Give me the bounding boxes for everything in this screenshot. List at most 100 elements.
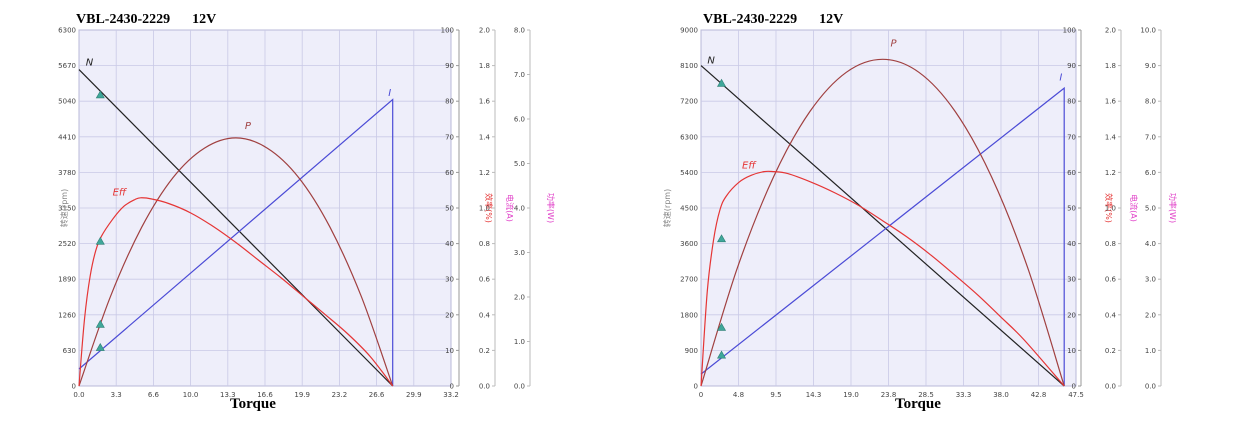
power-axis-title: 功率(W) bbox=[546, 193, 556, 223]
speed-tick-label: 8100 bbox=[680, 62, 698, 70]
current-tick-label: 1.8 bbox=[1105, 62, 1116, 70]
speed-tick-label: 4410 bbox=[58, 133, 76, 141]
speed-tick-label: 2520 bbox=[58, 240, 76, 248]
speed-axis-title: 转速(rpm) bbox=[662, 189, 672, 227]
current-tick-label: 1.4 bbox=[479, 133, 491, 141]
speed-tick-label: 1800 bbox=[680, 311, 698, 319]
curve-label-p: P bbox=[890, 39, 897, 50]
efficiency-tick-label: 100 bbox=[1063, 27, 1076, 35]
power-tick-label: 7.0 bbox=[1145, 133, 1156, 141]
current-tick-label: 0.4 bbox=[1105, 311, 1117, 319]
x-tick-label: 33.3 bbox=[956, 391, 972, 399]
x-tick-label: 13.3 bbox=[220, 391, 236, 399]
x-tick-label: 19.9 bbox=[294, 391, 310, 399]
series-line-n bbox=[78, 69, 394, 387]
x-tick-label: 33.2 bbox=[443, 391, 459, 399]
efficiency-tick-label: 10 bbox=[1067, 347, 1076, 355]
current-tick-label: 1.2 bbox=[479, 169, 490, 177]
power-tick-label: 4.0 bbox=[1145, 240, 1156, 248]
curve-label-i: I bbox=[388, 88, 391, 99]
data-marker bbox=[95, 319, 105, 328]
power-tick-label: 0.0 bbox=[1145, 383, 1156, 391]
speed-tick-label: 7200 bbox=[680, 98, 698, 106]
x-tick-label: 14.3 bbox=[806, 391, 822, 399]
speed-tick-label: 900 bbox=[685, 347, 698, 355]
speed-tick-label: 5040 bbox=[58, 98, 76, 106]
efficiency-tick-label: 60 bbox=[445, 169, 454, 177]
x-tick-label: 23.8 bbox=[881, 391, 897, 399]
current-tick-label: 1.2 bbox=[1105, 169, 1116, 177]
efficiency-tick-label: 70 bbox=[445, 133, 454, 141]
x-tick-label: 4.8 bbox=[733, 391, 744, 399]
power-tick-label: 9.0 bbox=[1145, 62, 1156, 70]
x-axis-label: Torque bbox=[895, 396, 941, 412]
efficiency-tick-label: 40 bbox=[445, 240, 454, 248]
series-line-eff bbox=[700, 170, 1065, 387]
power-tick-label: 2.0 bbox=[1145, 311, 1156, 319]
x-tick-label: 0 bbox=[699, 391, 703, 399]
current-tick-label: 1.6 bbox=[1105, 98, 1117, 106]
power-tick-label: 2.0 bbox=[514, 294, 525, 302]
efficiency-tick-label: 60 bbox=[1067, 169, 1076, 177]
x-tick-label: 0.0 bbox=[73, 391, 84, 399]
speed-tick-label: 2700 bbox=[680, 276, 698, 284]
current-tick-label: 1.0 bbox=[479, 205, 490, 213]
speed-axis-title: 转速(rpm) bbox=[59, 189, 69, 227]
speed-tick-label: 5400 bbox=[680, 169, 698, 177]
speed-tick-label: 6300 bbox=[58, 27, 76, 35]
chart-panel-left: 0.0 3.3 6.6 10.0 13.3 16.6 19.9 23.2 26.6 29.9 33.… bbox=[0, 0, 600, 436]
current-tick-label: 0.6 bbox=[479, 276, 491, 284]
power-tick-label: 6.0 bbox=[1145, 169, 1156, 177]
speed-tick-label: 4500 bbox=[680, 205, 698, 213]
efficiency-axis-title: 效率(%) bbox=[1104, 193, 1114, 223]
chart-title: VBL-2430-2229 12V bbox=[703, 12, 843, 28]
speed-tick-label: 0 bbox=[694, 383, 698, 391]
series-line-p bbox=[700, 58, 1065, 387]
data-marker bbox=[717, 234, 727, 243]
chart-right: 0 4.8 9.5 14.3 19.0 23.8 28.5 33.3 38.0 42.8 47.50… bbox=[662, 27, 1178, 400]
x-tick-label: 10.0 bbox=[183, 391, 199, 399]
efficiency-tick-label: 80 bbox=[445, 98, 454, 106]
chart-left: 0.0 3.3 6.6 10.0 13.3 16.6 19.9 23.2 26.6 29.9 33.… bbox=[58, 27, 556, 400]
series-line-n bbox=[700, 65, 1065, 387]
speed-tick-label: 5670 bbox=[58, 62, 76, 70]
current-tick-label: 0.0 bbox=[1105, 383, 1116, 391]
chart-title: VBL-2430-2229 12V bbox=[76, 12, 216, 28]
curve-label-p: P bbox=[245, 121, 252, 132]
speed-tick-label: 3780 bbox=[58, 169, 76, 177]
efficiency-tick-label: 50 bbox=[445, 205, 454, 213]
x-tick-label: 3.3 bbox=[111, 391, 122, 399]
efficiency-tick-label: 50 bbox=[1067, 205, 1076, 213]
speed-tick-label: 630 bbox=[63, 347, 76, 355]
x-tick-label: 42.8 bbox=[1031, 391, 1047, 399]
efficiency-tick-label: 0 bbox=[450, 383, 454, 391]
data-marker bbox=[717, 322, 727, 331]
speed-tick-label: 9000 bbox=[680, 27, 698, 35]
current-tick-label: 1.8 bbox=[479, 62, 490, 70]
series-line-eff bbox=[78, 197, 394, 387]
data-marker bbox=[717, 350, 727, 359]
current-tick-label: 0.4 bbox=[479, 311, 491, 319]
efficiency-tick-label: 30 bbox=[445, 276, 454, 284]
efficiency-tick-label: 90 bbox=[445, 62, 454, 70]
x-tick-label: 29.9 bbox=[406, 391, 422, 399]
speed-tick-label: 3150 bbox=[58, 205, 76, 213]
voltage-label: 12V bbox=[819, 12, 844, 27]
series-line-i bbox=[700, 86, 1065, 386]
current-tick-label: 1.0 bbox=[1105, 205, 1116, 213]
current-axis-title: 电流(A) bbox=[1129, 194, 1139, 222]
current-tick-label: 0.8 bbox=[1105, 240, 1116, 248]
efficiency-tick-label: 30 bbox=[1067, 276, 1076, 284]
motor-model: VBL-2430-2229 bbox=[76, 12, 171, 27]
series-line-p bbox=[78, 137, 394, 387]
data-marker bbox=[717, 78, 727, 87]
x-tick-label: 16.6 bbox=[257, 391, 273, 399]
efficiency-tick-label: 10 bbox=[445, 347, 454, 355]
power-tick-label: 0.0 bbox=[514, 383, 525, 391]
x-tick-label: 28.5 bbox=[918, 391, 934, 399]
efficiency-tick-label: 100 bbox=[441, 27, 454, 35]
power-tick-label: 5.0 bbox=[514, 160, 525, 168]
curve-label-n: N bbox=[86, 58, 94, 69]
efficiency-tick-label: 20 bbox=[445, 311, 454, 319]
efficiency-axis-title: 效率(%) bbox=[484, 193, 494, 223]
